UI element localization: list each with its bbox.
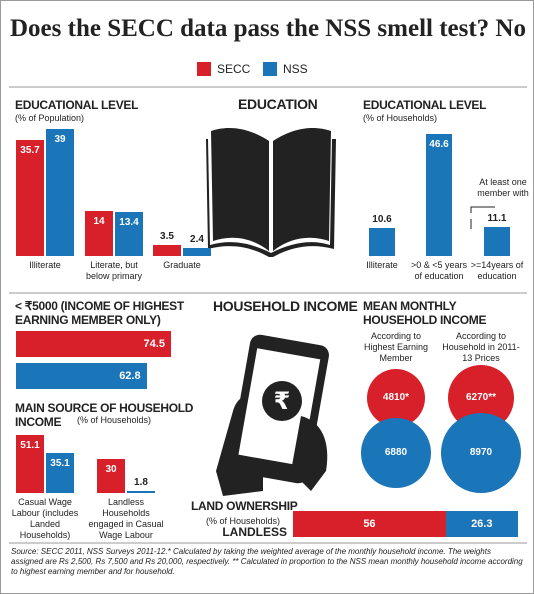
category-label: Landless Households engaged in Casual Wa… [88, 497, 164, 540]
bar [16, 435, 44, 493]
bar [16, 363, 147, 389]
chart-title: MEAN MONTHLY HOUSEHOLD INCOME [363, 299, 487, 327]
value-label: 8970 [469, 447, 493, 458]
legend-label: NSS [283, 62, 308, 76]
annotation: At least one member with [477, 177, 529, 198]
category-label: Literate, but below primary [85, 260, 143, 281]
value-label: 39 [54, 134, 66, 146]
bar [46, 453, 74, 493]
value-label: 51.1 [20, 440, 40, 452]
bar [16, 331, 171, 357]
heading: EDUCATION [238, 96, 318, 112]
value-label: 2.4 [190, 234, 204, 246]
chart-subtitle: (% of Population) [15, 113, 85, 123]
bubble [366, 368, 426, 428]
value-label: 35.7 [20, 144, 40, 156]
chart-title: EDUCATIONAL LEVEL [15, 98, 139, 112]
bar [127, 490, 155, 493]
bar [445, 511, 518, 537]
value-label: 4810* [382, 392, 410, 403]
value-label: 14 [93, 215, 105, 227]
chart-subtitle: (% of Households) [206, 516, 281, 526]
bar [46, 129, 74, 256]
chart-title: MAIN SOURCE OF HOUSEHOLD INCOME [15, 401, 194, 429]
category-label: Graduate [163, 260, 201, 270]
bar [153, 244, 181, 256]
category-label: Casual Wage Labour (includes Landed Hous… [11, 497, 79, 540]
category-label: According to Household in 2011-13 Prices [442, 331, 520, 363]
legend-label: SECC [217, 62, 251, 76]
bar [293, 511, 446, 537]
chart-title: EDUCATIONAL LEVEL [363, 98, 487, 112]
value-label: 46.6 [429, 138, 449, 150]
bar [369, 228, 395, 256]
chart-subtitle: (% of Households) [77, 415, 152, 425]
category-label: >=14years of education [470, 260, 524, 281]
bar [16, 139, 44, 256]
heading: HOUSEHOLD INCOME [213, 298, 358, 314]
value-label: 62.8 [119, 370, 141, 382]
bar [97, 459, 125, 493]
value-label: 74.5 [143, 338, 165, 350]
value-label: 56 [363, 518, 376, 530]
bar [426, 133, 452, 256]
value-label: 13.4 [119, 217, 139, 229]
source-note: Source: SECC 2011, NSS Surveys 2011-12.*… [11, 547, 523, 576]
legend-swatch [197, 62, 211, 76]
bar [183, 248, 211, 256]
svg-text:₹: ₹ [274, 387, 291, 415]
bar [484, 226, 510, 256]
bubble [361, 418, 431, 488]
bar [115, 212, 143, 256]
value-label: 35.1 [50, 458, 70, 470]
value-label: 30 [105, 464, 117, 476]
value-label: 1.8 [134, 476, 148, 488]
category-label: According to Highest Earning Member [363, 331, 429, 363]
category-label: Illiterate [366, 260, 398, 270]
value-label: 6270** [465, 392, 497, 403]
category-label: LANDLESS [222, 525, 287, 539]
chart-title: LAND OWNERSHIP [191, 499, 298, 513]
value-label: 11.1 [487, 212, 507, 224]
category-label: Illiterate [29, 260, 61, 270]
legend-swatch [263, 62, 277, 76]
chart-title: < ₹5000 (INCOME OF HIGHEST EARNING MEMBE… [15, 299, 184, 327]
bar [85, 210, 113, 256]
value-label: 3.5 [160, 230, 174, 242]
value-label: 6880 [384, 447, 408, 458]
value-label: 10.6 [372, 214, 392, 226]
bubble [441, 413, 521, 493]
chart-subtitle: (% of Households) [363, 113, 438, 123]
category-label: >0 & <5 years of education [410, 260, 468, 281]
title: Does the SECC data pass the NSS smell te… [10, 15, 526, 42]
value-label: 26.3 [471, 518, 493, 530]
